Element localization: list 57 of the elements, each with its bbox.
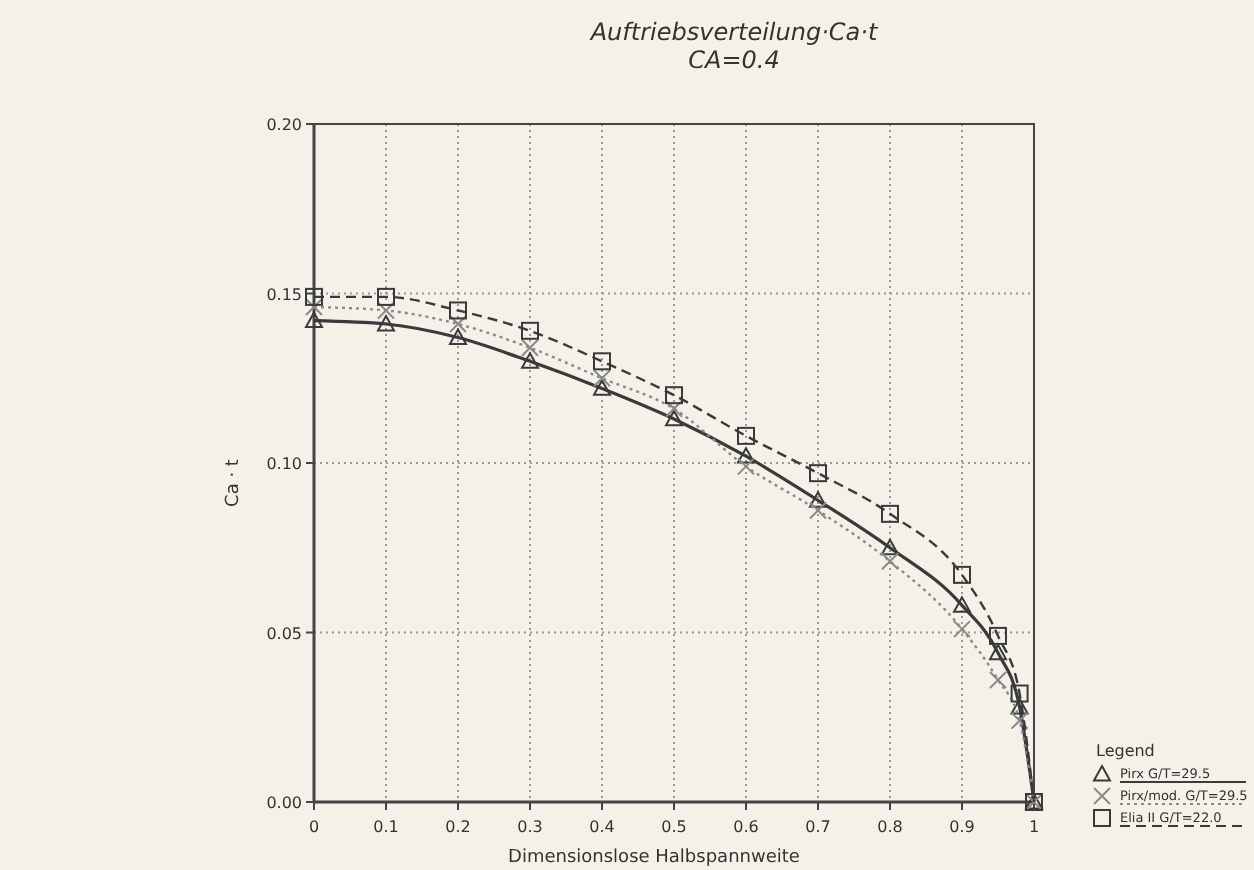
point [305, 287, 323, 306]
point [989, 670, 1007, 689]
point [449, 315, 467, 334]
chart-subtitle: CA=0.4 [688, 46, 780, 74]
point [1010, 711, 1029, 730]
point [989, 643, 1007, 661]
point [989, 626, 1007, 645]
point [953, 596, 971, 613]
x-tick-label: 0.5 [661, 818, 687, 836]
point [665, 399, 683, 418]
x-tick-label: 0.4 [589, 818, 615, 836]
point [449, 301, 467, 320]
point [881, 538, 899, 556]
point [521, 321, 539, 340]
point [1010, 684, 1029, 703]
point [377, 315, 395, 332]
point [521, 352, 539, 369]
point [809, 491, 827, 508]
x-tick-label: 0.8 [877, 818, 903, 836]
point [377, 287, 395, 306]
point [377, 301, 395, 320]
point [737, 426, 755, 445]
point [953, 620, 971, 639]
point [737, 457, 755, 476]
x-tick-label: 0.7 [805, 818, 831, 836]
point [593, 352, 611, 371]
x-tick-label: 1 [1028, 818, 1040, 836]
point [809, 464, 827, 483]
point [737, 447, 755, 464]
x-tick-label: 0.9 [949, 818, 975, 836]
point [305, 311, 323, 329]
y-tick-label: 0.00 [266, 794, 302, 812]
point [593, 379, 611, 396]
legend-title: Legend [1096, 742, 1155, 760]
point [881, 504, 899, 523]
chart-title: Auftriebsverteilung·Ca·t [588, 18, 880, 46]
point [593, 369, 611, 388]
x-tick-label: 0.2 [445, 818, 471, 836]
x-tick-label: 0.3 [517, 818, 543, 836]
point [665, 409, 683, 427]
x-tick-label: 0 [308, 818, 320, 836]
y-tick-label: 0.20 [266, 116, 302, 134]
y-tick-label: 0.10 [266, 455, 302, 473]
x-axis-title: Dimensionslose Halbspannweite [508, 848, 801, 868]
point [1010, 698, 1029, 715]
point [809, 501, 827, 520]
point [881, 552, 899, 571]
x-tick-label: 0.6 [733, 818, 759, 836]
point [305, 298, 323, 317]
point [665, 386, 683, 405]
point [521, 338, 539, 357]
y-axis-title: Ca · t [224, 458, 244, 507]
point [953, 565, 971, 584]
x-tick-label: 0.1 [373, 818, 399, 836]
point [449, 328, 467, 345]
y-tick-label: 0.15 [266, 285, 302, 304]
y-tick-label: 0.05 [266, 624, 302, 643]
